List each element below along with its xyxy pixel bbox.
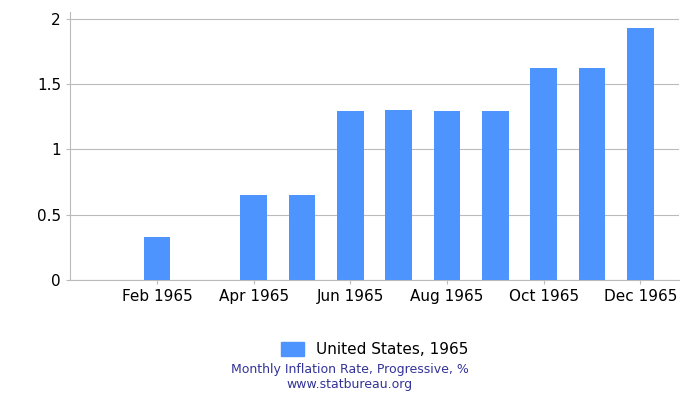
Text: Monthly Inflation Rate, Progressive, %: Monthly Inflation Rate, Progressive, % <box>231 364 469 376</box>
Bar <box>240 195 267 280</box>
Bar <box>288 195 315 280</box>
Bar <box>482 111 509 280</box>
Bar <box>386 110 412 280</box>
Bar <box>627 28 654 280</box>
Bar <box>434 111 461 280</box>
Bar <box>531 68 557 280</box>
Text: www.statbureau.org: www.statbureau.org <box>287 378 413 391</box>
Bar <box>144 237 170 280</box>
Legend: United States, 1965: United States, 1965 <box>274 336 475 363</box>
Bar <box>579 68 606 280</box>
Bar <box>337 111 363 280</box>
